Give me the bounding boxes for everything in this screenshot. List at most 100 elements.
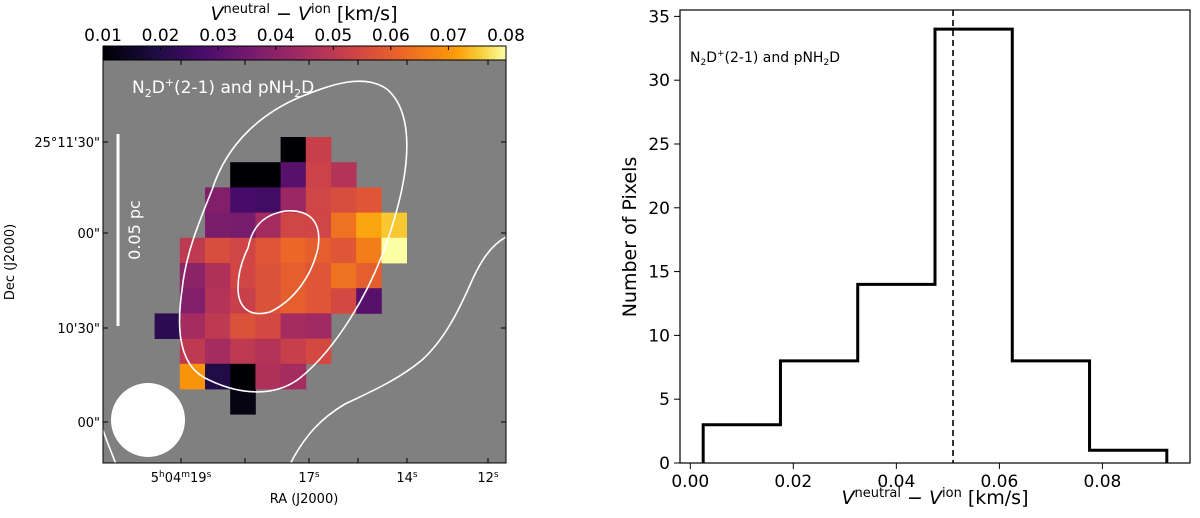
map-pixel	[230, 162, 256, 188]
map-xtick-label: 12s	[477, 470, 499, 486]
map-pixel	[255, 187, 281, 213]
map-pixel	[305, 187, 332, 213]
hist-frame	[679, 9, 1191, 464]
contour-outer	[178, 80, 408, 393]
map-pixel	[205, 212, 231, 239]
map-pixel	[230, 288, 256, 314]
hist-ytick-label: 0	[659, 454, 670, 474]
map-pixel	[305, 263, 332, 289]
hist-ytick-label: 5	[659, 390, 670, 410]
map-pixel	[381, 237, 407, 264]
hist-ytick-label: 35	[648, 7, 670, 27]
map-pixel	[305, 137, 332, 163]
colorbar-label: Vneutral − Vion [km/s]	[211, 2, 398, 25]
colorbar-tick-label: 0.01	[84, 26, 122, 46]
map-ylabel: Dec (J2000)	[3, 224, 18, 300]
map-pixel	[280, 237, 307, 264]
map-pixel	[356, 187, 382, 213]
map-pixel	[179, 288, 206, 314]
map-pixel	[255, 313, 281, 339]
map-pixel	[205, 288, 231, 314]
map-pixel	[356, 237, 382, 264]
colorbar	[102, 45, 507, 61]
map-pixel	[305, 288, 332, 314]
map-pixel	[331, 187, 357, 213]
map-pixel	[280, 313, 307, 339]
colorbar-tick-label: 0.04	[257, 26, 295, 46]
map-pixel	[230, 313, 256, 339]
map-xtick-label: 5h04m19s	[151, 470, 212, 486]
map-pixel	[230, 187, 256, 213]
colorbar-tick-label: 0.03	[199, 26, 237, 46]
colorbar-tick-label: 0.07	[429, 26, 467, 46]
map-pixel	[255, 338, 281, 365]
map-ytick-label: 00"	[77, 416, 100, 431]
colorbar-tick-label: 0.05	[314, 26, 352, 46]
contour-lower-left	[103, 429, 117, 463]
map-pixel	[205, 363, 231, 390]
map-panel: Vneutral − Vion [km/s] 0.01 0.02 0.03 0.04 0…	[3, 2, 525, 507]
hist-step-line	[701, 27, 1169, 463]
colorbar-tick-marks	[102, 46, 507, 50]
contour-lower-right	[289, 236, 506, 463]
map-pixel	[331, 162, 357, 188]
hist-xtick-label: 0.02	[774, 472, 812, 492]
map-frame	[102, 59, 507, 464]
map-pixel	[280, 187, 307, 213]
hist-ticks: 0.00 0.02 0.04 0.06 0.08 0 5 10 15 20 25 30 35	[648, 7, 1121, 492]
map-pixel	[205, 263, 231, 289]
hist-ytick-label: 15	[648, 263, 670, 283]
map-pixel	[205, 187, 231, 213]
colorbar-tick-label: 0.02	[142, 26, 180, 46]
map-pixel	[255, 263, 281, 289]
map-pixel	[255, 162, 281, 188]
contour-inner	[237, 210, 320, 315]
map-pixel	[255, 363, 281, 390]
map-pixel	[255, 237, 281, 264]
map-pixels	[154, 137, 407, 415]
map-ytick-label: 25°11'30"	[34, 136, 100, 151]
map-pixel	[205, 313, 231, 339]
beam-ellipse	[111, 383, 185, 457]
map-pixel	[205, 338, 231, 365]
map-pixel	[305, 313, 332, 339]
map-xlabel: RA (J2000)	[270, 492, 339, 507]
map-xtick-label: 17s	[298, 470, 320, 486]
hist-ylabel: Number of Pixels	[619, 157, 641, 318]
colorbar-tick-label: 0.06	[372, 26, 410, 46]
hist-ytick-label: 20	[648, 199, 670, 219]
hist-xlabel: Vneutral − Vion [km/s]	[842, 486, 1029, 509]
map-pixel	[230, 263, 256, 289]
map-pixel	[205, 237, 231, 264]
hist-ytick-label: 30	[648, 71, 670, 91]
hist-ytick-label: 10	[648, 326, 670, 346]
map-pixel	[280, 288, 307, 314]
map-pixel	[230, 338, 256, 365]
map-pixel	[381, 212, 407, 239]
map-pixel	[280, 137, 307, 163]
map-pixel	[305, 162, 332, 188]
histogram-panel: 0.00 0.02 0.04 0.06 0.08 0 5 10 15 20 25 30 35 N2D+(…	[619, 7, 1191, 509]
scale-bar-label: 0.05 pc	[125, 200, 144, 260]
hist-xtick-label: 0.08	[1083, 472, 1121, 492]
hist-annotation: N2D+(2-1) and pNH2D	[690, 49, 840, 68]
map-pixel	[331, 263, 357, 289]
map-pixel	[230, 389, 256, 415]
map-pixel	[280, 162, 307, 188]
map-pixel	[280, 212, 307, 239]
map-pixel	[331, 237, 357, 264]
map-pixel	[356, 212, 382, 239]
map-ytick-label: 10'30"	[57, 322, 100, 337]
map-pixel	[280, 338, 307, 365]
map-pixel	[179, 313, 206, 339]
map-pixel	[331, 288, 357, 314]
map-pixel	[255, 288, 281, 314]
map-tick-marks	[103, 60, 506, 463]
map-pixel	[230, 363, 256, 390]
hist-ytick-label: 25	[648, 135, 670, 155]
map-pixel	[230, 212, 256, 239]
map-pixel	[154, 313, 181, 339]
hist-xtick-label: 0.00	[671, 472, 709, 492]
hist-xtick-label: 0.06	[980, 472, 1018, 492]
